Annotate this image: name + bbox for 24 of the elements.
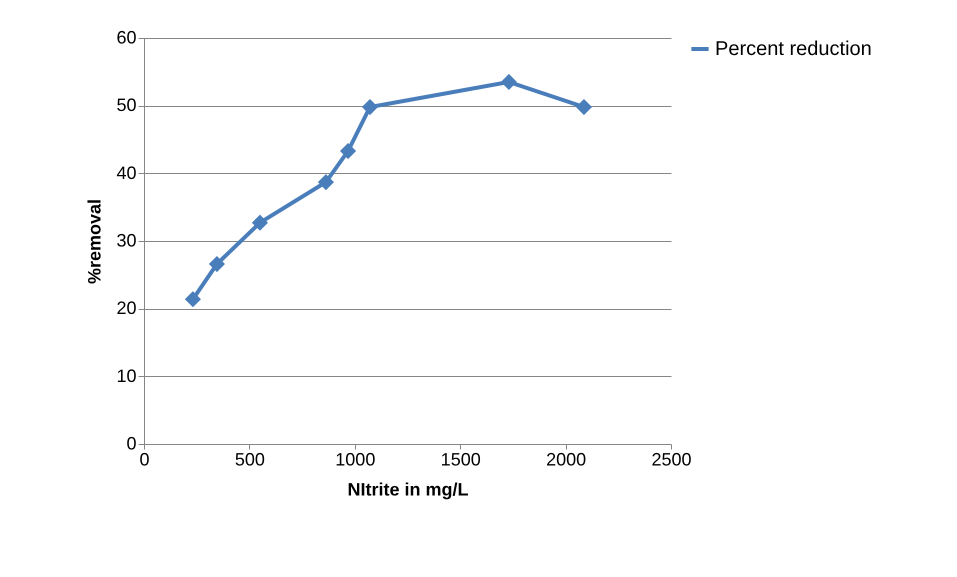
x-tick-label: 500	[234, 450, 265, 470]
x-tick-label: 1000	[335, 450, 376, 470]
y-tick-label: 30	[116, 230, 136, 250]
x-tick-label: 2000	[546, 450, 586, 470]
point	[208, 256, 225, 272]
x-tick-label: 0	[139, 450, 150, 470]
point	[184, 291, 201, 308]
x-tick-label: 1500	[440, 450, 481, 470]
x-tick-label: 2500	[651, 450, 692, 470]
point	[576, 98, 592, 116]
x-axis-title: NItrite in mg/L	[348, 480, 469, 500]
point	[340, 142, 356, 160]
y-tick-label: 60	[116, 28, 136, 48]
point	[252, 214, 268, 231]
point	[500, 74, 517, 90]
point	[318, 174, 334, 190]
y-axis-title: %removal	[84, 198, 104, 284]
legend-label: Percent reduction	[715, 38, 872, 60]
y-tick-label: 50	[116, 95, 136, 116]
y-tick-label: 10	[116, 366, 136, 386]
point	[362, 98, 378, 116]
y-tick-label: 40	[116, 162, 136, 183]
y-tick-label: 20	[116, 298, 136, 318]
y-tick-label: 0	[126, 434, 136, 454]
